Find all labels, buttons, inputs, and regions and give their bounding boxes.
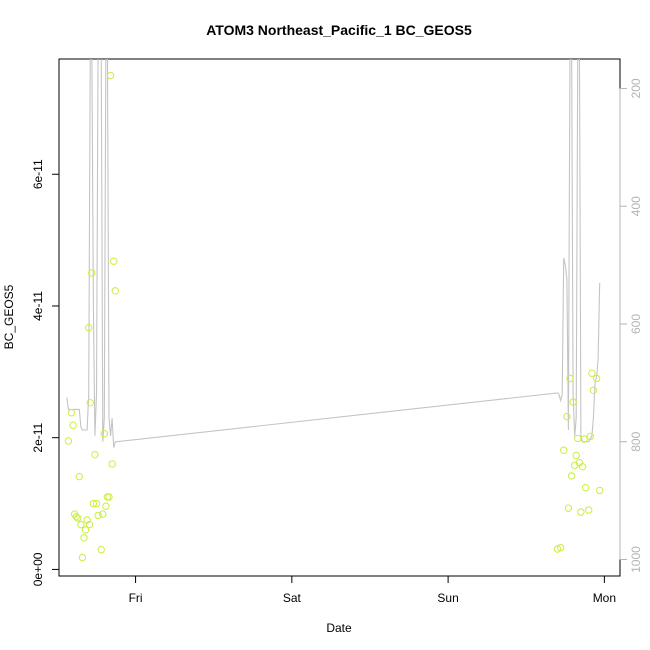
- data-point-43: [578, 463, 587, 471]
- data-point-18: [92, 499, 101, 508]
- data-point-9: [80, 534, 88, 542]
- y-tick-label-1: 2e-11: [31, 422, 45, 452]
- y-tick-label-0: 0e+00: [31, 552, 45, 586]
- data-point-26: [106, 71, 115, 80]
- data-point-0: [64, 437, 73, 445]
- data-point-6: [75, 472, 84, 481]
- data-point-47: [586, 432, 594, 441]
- data-point-27: [108, 460, 116, 468]
- y2-tick-label-3: 800: [629, 431, 643, 451]
- data-point-22: [100, 430, 109, 438]
- data-point-36: [567, 472, 576, 480]
- data-point-50: [592, 374, 601, 383]
- data-point-44: [580, 435, 588, 443]
- y-tick-label-3: 6e-11: [31, 159, 45, 189]
- data-point-28: [110, 257, 118, 265]
- scatter-series: [64, 71, 604, 562]
- data-point-29: [111, 287, 120, 295]
- data-point-39: [572, 451, 580, 460]
- data-point-23: [102, 502, 110, 510]
- data-point-34: [564, 504, 573, 512]
- y-axis: 0e+00 2e-11 4e-11 6e-11: [31, 159, 60, 586]
- data-point-11: [83, 516, 91, 524]
- chart-title: ATOM3 Northeast_Pacific_1 BC_GEOS5: [206, 22, 472, 38]
- y-tick-label-2: 4e-11: [31, 291, 45, 321]
- x-tick-label-0: Fri: [129, 591, 143, 605]
- data-point-1: [67, 409, 76, 417]
- data-point-10: [81, 526, 90, 534]
- x-tick-label-1: Sat: [283, 591, 302, 605]
- data-point-17: [91, 451, 99, 459]
- data-point-20: [97, 546, 105, 554]
- data-point-5: [74, 514, 82, 522]
- data-point-21: [99, 510, 107, 518]
- data-point-48: [588, 369, 596, 377]
- data-point-19: [94, 511, 102, 520]
- y2-tick-label-2: 600: [629, 314, 643, 334]
- y2-tick-label-1: 400: [629, 196, 643, 216]
- data-point-42: [577, 508, 585, 516]
- y2-tick-label-4: 1000: [629, 546, 643, 573]
- x-axis-label: Date: [326, 621, 352, 635]
- data-point-40: [574, 434, 582, 443]
- data-point-4: [72, 513, 80, 521]
- data-point-14: [86, 399, 95, 407]
- data-point-16: [89, 499, 98, 508]
- data-point-46: [585, 506, 593, 514]
- data-point-49: [589, 386, 598, 394]
- y-axis-label: BC_GEOS5: [2, 284, 16, 349]
- data-point-32: [560, 446, 568, 454]
- x-tick-label-3: Mon: [593, 591, 616, 605]
- data-point-35: [566, 374, 574, 383]
- data-point-31: [556, 544, 565, 552]
- data-point-2: [69, 421, 77, 429]
- y2-tick-label-0: 200: [629, 78, 643, 98]
- data-point-37: [569, 398, 577, 406]
- data-point-25: [105, 493, 113, 501]
- data-point-12: [85, 324, 93, 332]
- data-point-45: [581, 484, 590, 492]
- plot-frame: [58, 58, 621, 577]
- series-line-1: [66, 59, 601, 448]
- data-point-7: [77, 520, 85, 529]
- x-axis: Fri Sat Sun Mon: [129, 575, 616, 605]
- line-series: [66, 59, 601, 448]
- data-point-51: [596, 486, 604, 495]
- y2-axis: 200 400 600 800 1000: [619, 78, 643, 573]
- data-point-13: [85, 520, 94, 529]
- data-point-15: [88, 269, 96, 277]
- x-tick-label-2: Sun: [437, 591, 458, 605]
- data-point-33: [563, 412, 571, 421]
- data-point-8: [78, 553, 87, 562]
